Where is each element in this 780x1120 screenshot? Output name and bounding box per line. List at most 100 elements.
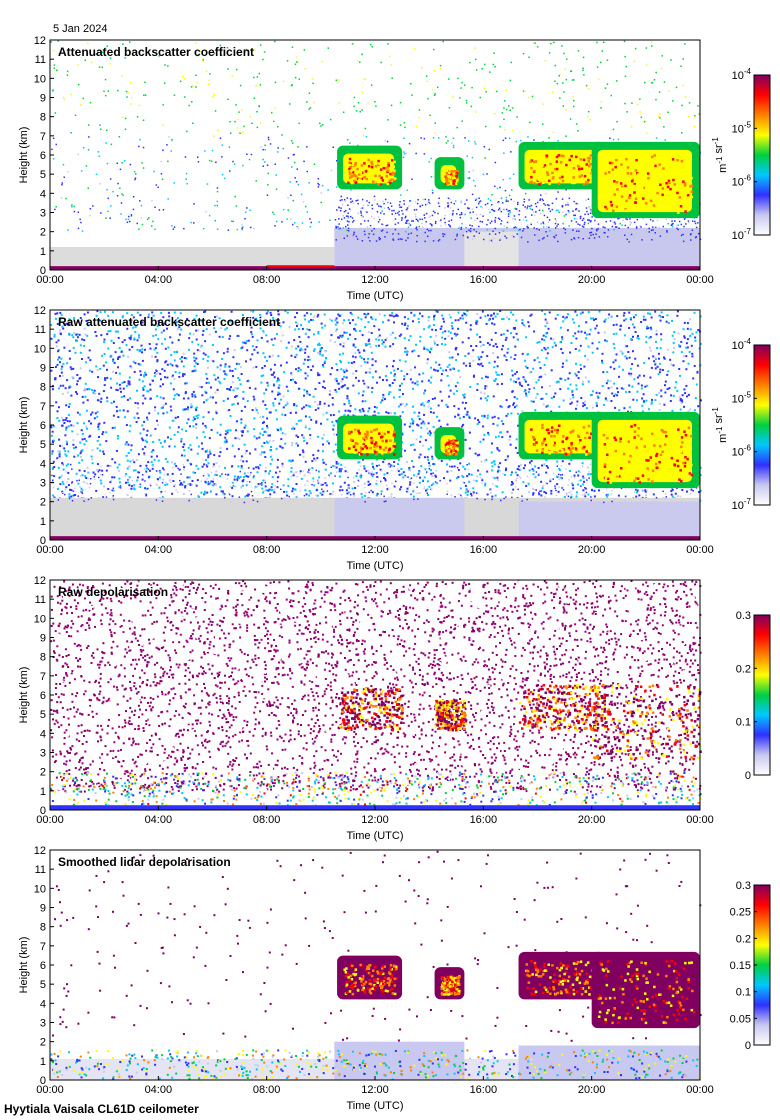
panel-title: Raw depolarisation bbox=[58, 585, 168, 599]
cloud-feature bbox=[434, 427, 465, 460]
cloud-feature bbox=[434, 699, 467, 732]
colorbar-tick-label: 0 bbox=[745, 770, 751, 782]
cloud-feature bbox=[337, 688, 404, 732]
y-tick-label: 10 bbox=[34, 883, 46, 895]
y-tick-label: 1 bbox=[40, 516, 46, 528]
x-tick-label: 20:00 bbox=[578, 544, 606, 556]
cloud-feature bbox=[518, 683, 608, 732]
x-tick-label: 16:00 bbox=[470, 544, 498, 556]
cloud-feature bbox=[518, 141, 606, 190]
y-tick-label: 3 bbox=[40, 748, 46, 760]
x-tick-label: 00:00 bbox=[36, 544, 64, 556]
x-tick-label: 12:00 bbox=[361, 1084, 389, 1096]
y-tick-label: 6 bbox=[40, 150, 46, 162]
colorbar bbox=[753, 74, 771, 236]
cloud-feature bbox=[591, 411, 700, 489]
y-tick-label: 11 bbox=[35, 864, 46, 876]
y-tick-label: 1 bbox=[40, 1056, 46, 1068]
x-tick-label: 08:00 bbox=[253, 544, 281, 556]
colorbar-tick-label: 0.1 bbox=[736, 987, 751, 999]
cloud-feature bbox=[337, 415, 403, 460]
x-tick-label: 12:00 bbox=[361, 544, 389, 556]
x-tick-label: 00:00 bbox=[36, 1084, 64, 1096]
colorbar-tick-label: 10-4 bbox=[732, 67, 752, 82]
cloud-feature bbox=[518, 411, 606, 460]
colorbar-tick-label: 10-5 bbox=[732, 120, 752, 135]
y-axis-label: Height (km) bbox=[18, 397, 30, 454]
y-tick-label: 12 bbox=[34, 305, 46, 317]
colorbar-tick-label: 10-7 bbox=[732, 227, 752, 242]
y-tick-label: 12 bbox=[34, 35, 46, 47]
x-tick-label: 04:00 bbox=[145, 1084, 173, 1096]
y-tick-label: 7 bbox=[40, 131, 46, 143]
y-tick-label: 0 bbox=[40, 265, 46, 277]
y-tick-label: 11 bbox=[35, 324, 46, 336]
colorbar-tick-label: 0.2 bbox=[736, 663, 751, 675]
x-axis-label: Time (UTC) bbox=[346, 560, 403, 572]
colorbar-tick-label: 0.3 bbox=[736, 610, 751, 622]
y-tick-label: 0 bbox=[40, 805, 46, 817]
colorbar bbox=[753, 614, 771, 776]
x-tick-label: 12:00 bbox=[361, 814, 389, 826]
colorbar-tick-label: 10-5 bbox=[732, 390, 752, 405]
x-axis-label: Time (UTC) bbox=[346, 290, 403, 302]
date-label: 5 Jan 2024 bbox=[53, 23, 107, 35]
colorbar-units: m-1 sr-1 bbox=[711, 407, 729, 443]
panel-title: Smoothed lidar depolarisation bbox=[58, 855, 231, 869]
y-tick-label: 9 bbox=[40, 363, 46, 375]
x-tick-label: 20:00 bbox=[578, 814, 606, 826]
x-tick-label: 08:00 bbox=[253, 274, 281, 286]
y-tick-label: 1 bbox=[40, 246, 46, 258]
y-tick-label: 5 bbox=[40, 979, 46, 991]
y-tick-label: 2 bbox=[40, 1037, 46, 1049]
y-tick-label: 4 bbox=[40, 188, 46, 200]
y-tick-label: 10 bbox=[34, 73, 46, 85]
y-tick-label: 7 bbox=[40, 941, 46, 953]
cloud-feature bbox=[591, 141, 700, 219]
x-tick-label: 08:00 bbox=[253, 814, 281, 826]
y-tick-label: 2 bbox=[40, 497, 46, 509]
cloud-feature bbox=[337, 955, 403, 1000]
y-tick-label: 7 bbox=[40, 671, 46, 683]
x-tick-label: 20:00 bbox=[578, 1084, 606, 1096]
x-tick-label: 20:00 bbox=[578, 274, 606, 286]
x-tick-label: 04:00 bbox=[145, 274, 173, 286]
y-tick-label: 8 bbox=[40, 382, 46, 394]
y-tick-label: 1 bbox=[40, 786, 46, 798]
x-tick-label: 00:00 bbox=[686, 1084, 714, 1096]
colorbar-tick-label: 0.1 bbox=[736, 717, 751, 729]
colorbar-tick-label: 10-6 bbox=[732, 174, 752, 189]
y-tick-label: 6 bbox=[40, 960, 46, 972]
y-tick-label: 2 bbox=[40, 227, 46, 239]
x-tick-label: 04:00 bbox=[145, 814, 173, 826]
y-tick-label: 3 bbox=[40, 1018, 46, 1030]
x-tick-label: 12:00 bbox=[361, 274, 389, 286]
x-tick-label: 00:00 bbox=[686, 544, 714, 556]
y-tick-label: 10 bbox=[34, 343, 46, 355]
x-tick-label: 00:00 bbox=[36, 274, 64, 286]
y-tick-label: 5 bbox=[40, 439, 46, 451]
cloud-feature bbox=[591, 683, 702, 761]
y-tick-label: 5 bbox=[40, 169, 46, 181]
colorbar-units: m-1 sr-1 bbox=[711, 137, 729, 173]
y-tick-label: 12 bbox=[34, 575, 46, 587]
colorbar-tick-label: 0.2 bbox=[736, 933, 751, 945]
instrument-label: Hyytiala Vaisala CL61D ceilometer bbox=[4, 1102, 199, 1116]
cloud-feature bbox=[337, 145, 403, 190]
x-tick-label: 00:00 bbox=[686, 274, 714, 286]
y-tick-label: 11 bbox=[35, 594, 46, 606]
panel-title: Attenuated backscatter coefficient bbox=[58, 45, 254, 59]
x-tick-label: 08:00 bbox=[253, 1084, 281, 1096]
heatmap-cells bbox=[50, 850, 702, 1080]
y-tick-label: 8 bbox=[40, 112, 46, 124]
heatmap-cells bbox=[50, 40, 702, 270]
x-axis-label: Time (UTC) bbox=[346, 1100, 403, 1112]
y-tick-label: 0 bbox=[40, 1075, 46, 1087]
y-tick-label: 6 bbox=[40, 690, 46, 702]
y-tick-label: 6 bbox=[40, 420, 46, 432]
colorbar-tick-label: 0.05 bbox=[730, 1013, 751, 1025]
